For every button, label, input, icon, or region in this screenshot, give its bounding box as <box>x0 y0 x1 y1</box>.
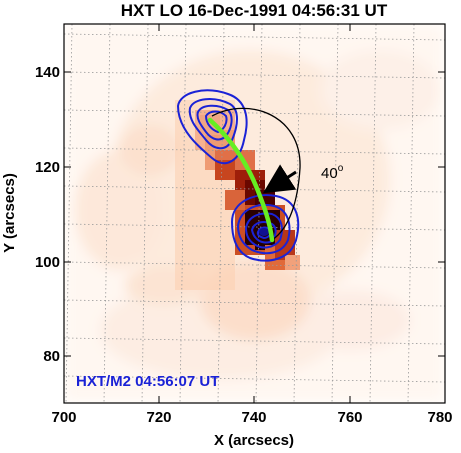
image-title: HXT LO 16-Dec-1991 04:56:31 UT <box>121 1 388 20</box>
x-tick-label: 780 <box>427 409 452 426</box>
green-loop-fit <box>207 117 275 243</box>
hxt-m2-label: HXT/M2 04:56:07 UT <box>76 373 219 390</box>
y-tick-label: 80 <box>43 348 60 365</box>
x-tick-label: 740 <box>241 409 266 426</box>
angle-label: 40o <box>321 163 344 182</box>
x-tick-label: 700 <box>51 409 76 426</box>
y-tick-label: 140 <box>35 64 60 81</box>
loop-arc <box>211 107 301 241</box>
arc-arrow <box>262 164 297 194</box>
x-tick-label: 720 <box>146 409 171 426</box>
y-axis-label: Y (arcsecs) <box>1 173 18 253</box>
y-tick-label: 120 <box>35 159 60 176</box>
x-axis-ticks <box>63 24 446 403</box>
y-axis-ticks <box>64 71 445 357</box>
degree-symbol: o <box>338 163 344 174</box>
x-axis-label: X (arcsecs) <box>214 432 294 449</box>
contours-south <box>230 194 300 262</box>
angle-value: 40 <box>321 165 338 182</box>
x-tick-label: 760 <box>337 409 362 426</box>
y-tick-label: 100 <box>35 254 60 271</box>
